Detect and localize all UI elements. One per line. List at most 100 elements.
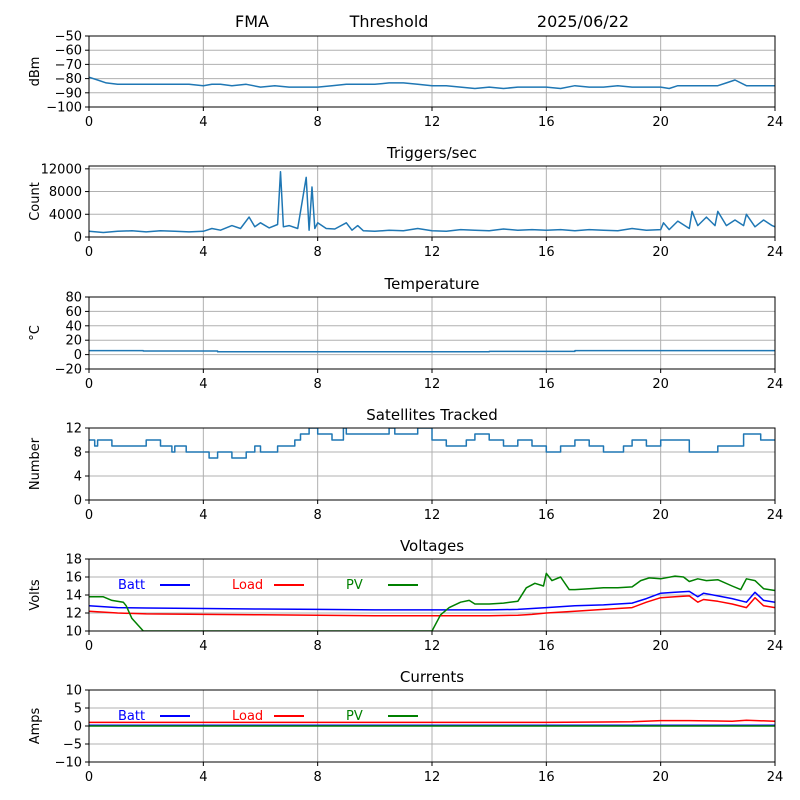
y-tick-label: 40 (65, 319, 82, 334)
y-tick-label: 20 (65, 334, 82, 349)
legend-label: Load (232, 709, 263, 724)
panel-triggers: 0 4 8 12 16 20 24 0 4000 8000 12000 Triggers/sec Cou… (28, 144, 783, 260)
y-tick-label: 0 (74, 720, 82, 735)
y-axis-label: Volts (28, 579, 43, 611)
y-tick-label: 12000 (41, 162, 82, 177)
x-tick-label: 8 (314, 245, 322, 260)
y-tick-label: −90 (55, 86, 82, 101)
panel-title: Temperature (383, 275, 479, 293)
x-tick-label: 0 (85, 639, 93, 654)
x-tick-label: 20 (652, 377, 669, 392)
legend-label: Batt (118, 578, 145, 593)
series-line-0 (89, 76, 775, 90)
y-axis-label: Number (28, 437, 43, 490)
x-tick-label: 20 (652, 245, 669, 260)
y-tick-label: 16 (65, 571, 82, 586)
legend-label: Batt (118, 709, 145, 724)
y-tick-label: 18 (65, 553, 82, 568)
y-tick-label: −70 (55, 58, 82, 73)
header-station: FMA (235, 12, 269, 31)
header-mode: Threshold (349, 12, 429, 31)
y-tick-label: 8000 (49, 185, 82, 200)
x-tick-label: 8 (314, 115, 322, 130)
panel-currents: 0 4 8 12 16 20 24 −10 −5 0 5 10 Currents Amps Batt Load… (28, 668, 783, 785)
panel-title: Voltages (400, 537, 464, 555)
y-tick-label: −80 (55, 72, 82, 87)
x-tick-label: 0 (85, 770, 93, 785)
y-tick-label: 12 (65, 422, 82, 437)
y-tick-label: 0 (74, 348, 82, 363)
panel-title: Currents (400, 668, 464, 686)
x-tick-label: 8 (314, 770, 322, 785)
x-tick-label: 4 (199, 639, 207, 654)
x-tick-label: 8 (314, 508, 322, 523)
y-axis-label: dBm (28, 57, 43, 87)
series-line-0 (89, 428, 775, 459)
y-tick-label: 0 (74, 231, 82, 246)
legend-label: PV (346, 578, 363, 593)
x-tick-label: 20 (652, 115, 669, 130)
series-line-0 (89, 349, 775, 353)
y-tick-label: 10 (65, 684, 82, 699)
x-tick-label: 24 (767, 245, 784, 260)
x-tick-label: 0 (85, 508, 93, 523)
x-tick-label: 4 (199, 508, 207, 523)
x-tick-label: 12 (424, 639, 441, 654)
panel-title: Satellites Tracked (366, 406, 497, 424)
y-tick-label: 8 (74, 446, 82, 461)
y-tick-label: 12 (65, 607, 82, 622)
series-group (89, 76, 775, 90)
x-tick-label: 8 (314, 377, 322, 392)
x-tick-label: 24 (767, 770, 784, 785)
header-date: 2025/06/22 (537, 12, 629, 31)
x-tick-label: 24 (767, 377, 784, 392)
x-tick-label: 20 (652, 508, 669, 523)
legend-label: Load (232, 578, 263, 593)
x-tick-label: 16 (538, 639, 555, 654)
series-line-load (89, 595, 775, 617)
x-tick-label: 0 (85, 245, 93, 260)
y-tick-label: 4000 (49, 208, 82, 223)
series-group (89, 170, 775, 234)
panel-satellites: 0 4 8 12 16 20 24 0 4 8 12 Satellites Tracked Number (28, 406, 783, 523)
x-tick-label: 12 (424, 508, 441, 523)
x-tick-label: 12 (424, 245, 441, 260)
legend-label: PV (346, 709, 363, 724)
x-tick-label: 24 (767, 115, 784, 130)
y-tick-label: 10 (65, 625, 82, 640)
series-group (89, 719, 775, 727)
x-tick-label: 0 (85, 377, 93, 392)
y-tick-label: 60 (65, 305, 82, 320)
series-group (89, 428, 775, 459)
series-line-batt (89, 590, 775, 611)
x-tick-label: 16 (538, 115, 555, 130)
x-tick-label: 20 (652, 770, 669, 785)
y-tick-label: −60 (55, 44, 82, 59)
y-tick-label: 14 (65, 589, 82, 604)
x-tick-label: 16 (538, 245, 555, 260)
panel-voltages: 0 4 8 12 16 20 24 10 12 14 16 18 Voltages Volts Batt Lo… (28, 537, 783, 654)
y-tick-label: 5 (74, 702, 82, 717)
x-tick-label: 16 (538, 508, 555, 523)
y-tick-label: −50 (55, 30, 82, 45)
x-tick-label: 12 (424, 377, 441, 392)
y-tick-label: 80 (65, 291, 82, 306)
x-tick-label: 12 (424, 770, 441, 785)
series-group (89, 349, 775, 353)
series-line-pv (89, 572, 775, 631)
x-tick-label: 24 (767, 508, 784, 523)
y-tick-label: −5 (63, 738, 82, 753)
y-tick-label: 0 (74, 494, 82, 509)
x-tick-label: 4 (199, 115, 207, 130)
x-tick-label: 16 (538, 770, 555, 785)
x-tick-label: 4 (199, 770, 207, 785)
x-tick-label: 0 (85, 115, 93, 130)
y-axis-label: Count (28, 182, 43, 221)
y-axis-label: Amps (28, 707, 43, 744)
x-tick-label: 24 (767, 639, 784, 654)
y-axis-label: °C (28, 325, 43, 341)
